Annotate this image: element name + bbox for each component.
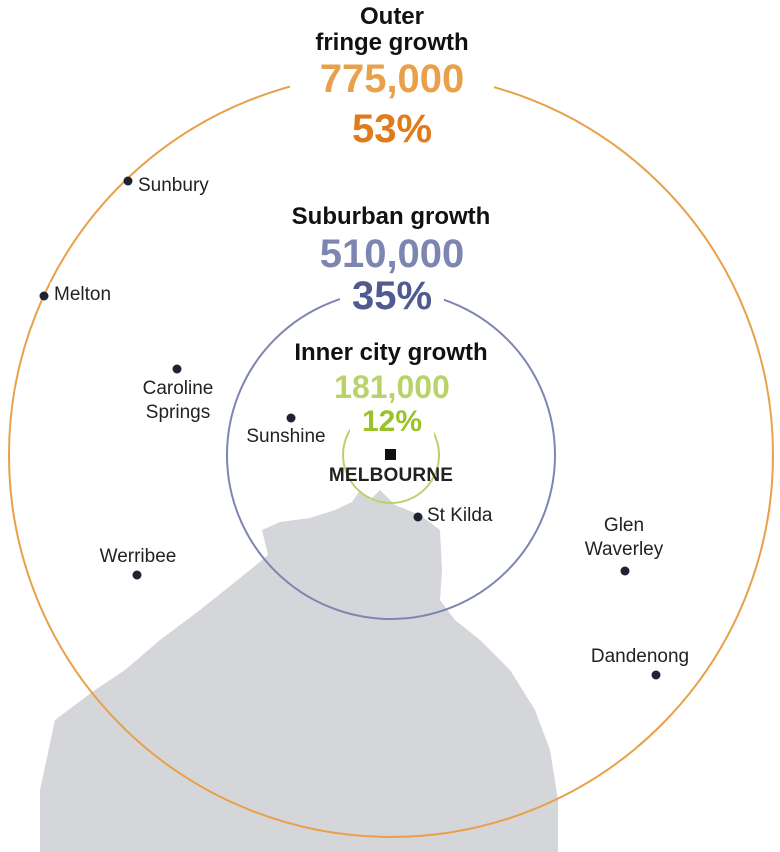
inner-number: 181,000 bbox=[334, 369, 450, 405]
place-caroline-springs: Caroline Springs bbox=[128, 377, 228, 425]
dot-sunbury bbox=[123, 176, 133, 186]
land-shape bbox=[40, 490, 558, 852]
place-st-kilda: St Kilda bbox=[427, 505, 493, 526]
place-caroline-line2: Springs bbox=[145, 402, 211, 423]
place-caroline-line1: Caroline bbox=[142, 378, 214, 399]
dot-caroline-springs bbox=[172, 364, 182, 374]
place-glen-line2: Waverley bbox=[584, 539, 664, 560]
place-werribee: Werribee bbox=[99, 546, 177, 567]
melbourne-label: MELBOURNE bbox=[328, 465, 454, 486]
place-sunbury: Sunbury bbox=[138, 175, 209, 196]
dot-melton bbox=[39, 291, 49, 301]
suburban-percent: 35% bbox=[340, 275, 444, 317]
suburban-number: 510,000 bbox=[319, 232, 465, 276]
dot-st-kilda bbox=[413, 512, 423, 522]
outer-title-line1: Outer bbox=[359, 3, 424, 30]
outer-percent: 53% bbox=[351, 107, 433, 151]
inner-title: Inner city growth bbox=[294, 339, 488, 366]
melbourne-marker bbox=[385, 449, 396, 460]
suburban-title: Suburban growth bbox=[291, 203, 491, 230]
outer-title-line2: fringe growth bbox=[315, 29, 469, 56]
dot-dandenong bbox=[651, 670, 661, 680]
outer-title: Outer fringe growth bbox=[292, 4, 492, 56]
inner-percent: 12% bbox=[350, 406, 434, 438]
place-glen-line1: Glen bbox=[603, 515, 645, 536]
dot-glen-waverley bbox=[620, 566, 630, 576]
dot-werribee bbox=[132, 570, 142, 580]
place-melton: Melton bbox=[50, 283, 116, 307]
place-glen-waverley: Glen Waverley bbox=[572, 514, 676, 562]
dot-sunshine bbox=[286, 413, 296, 423]
place-sunshine: Sunshine bbox=[246, 426, 326, 447]
place-dandenong: Dandenong bbox=[590, 646, 690, 667]
outer-number: 775,000 bbox=[290, 58, 494, 100]
